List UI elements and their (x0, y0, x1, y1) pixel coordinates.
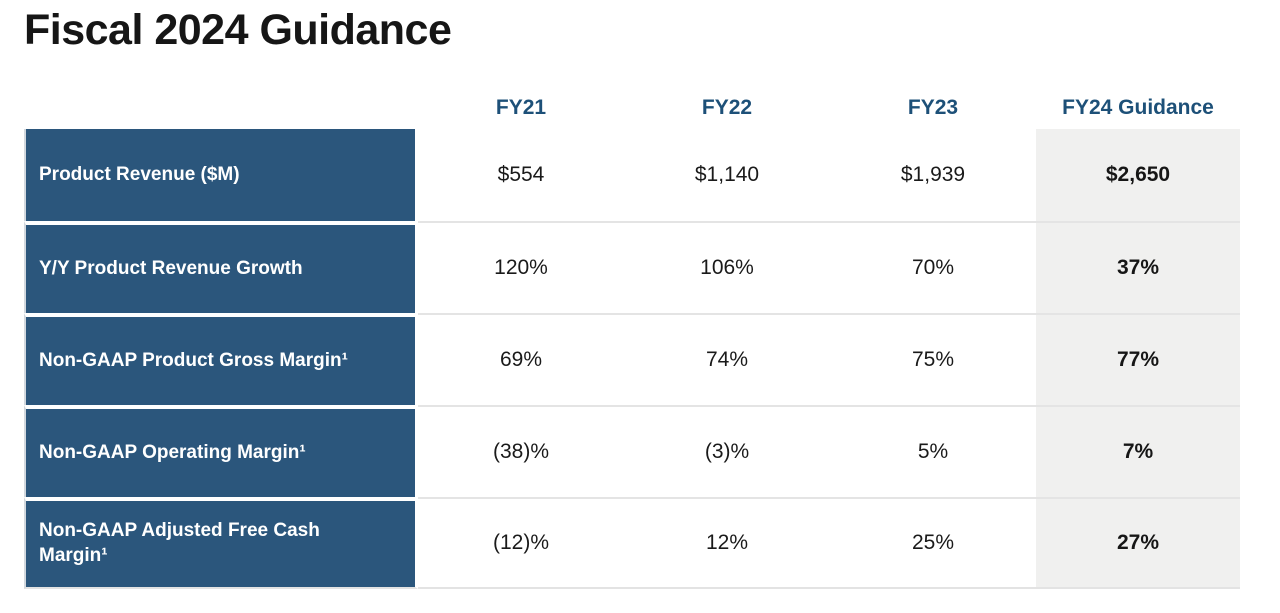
value-cell-fy21: 69% (418, 313, 624, 405)
table-row-product-revenue: Product Revenue ($M) $554 $1,140 $1,939 … (24, 129, 1240, 221)
value-cell-fy22: 12% (624, 497, 830, 589)
table-row-adjusted-free-cash-margin: Non-GAAP Adjusted Free Cash Margin¹ (12)… (24, 497, 1240, 589)
row-label: Y/Y Product Revenue Growth (24, 221, 418, 313)
table-row-operating-margin: Non-GAAP Operating Margin¹ (38)% (3)% 5%… (24, 405, 1240, 497)
column-header-fy22: FY22 (701, 96, 753, 119)
table-row-yy-revenue-growth: Y/Y Product Revenue Growth 120% 106% 70%… (24, 221, 1240, 313)
value-cell-fy21: (38)% (418, 405, 624, 497)
row-label: Product Revenue ($M) (24, 129, 418, 221)
page-title: Fiscal 2024 Guidance (24, 6, 452, 54)
value-cell-fy24-guidance: 27% (1036, 497, 1240, 589)
value-cell-fy22: $1,140 (624, 129, 830, 221)
value-cell-fy24-guidance: $2,650 (1036, 129, 1240, 221)
column-header-fy21: FY21 (495, 96, 547, 119)
value-cell-fy24-guidance: 77% (1036, 313, 1240, 405)
guidance-table: FY21 FY22 FY23 FY24 Guidance Product Rev… (24, 96, 1240, 589)
table-header-row: FY21 FY22 FY23 FY24 Guidance (24, 96, 1240, 129)
column-header-fy23: FY23 (907, 96, 959, 119)
table-row-gross-margin: Non-GAAP Product Gross Margin¹ 69% 74% 7… (24, 313, 1240, 405)
value-cell-fy23: 75% (830, 313, 1036, 405)
value-cell-fy22: 74% (624, 313, 830, 405)
column-header-spacer (24, 120, 418, 129)
value-cell-fy24-guidance: 7% (1036, 405, 1240, 497)
value-cell-fy23: 5% (830, 405, 1036, 497)
row-label: Non-GAAP Adjusted Free Cash Margin¹ (24, 497, 418, 589)
column-header-fy24-guidance: FY24 Guidance (1062, 96, 1214, 119)
value-cell-fy23: $1,939 (830, 129, 1036, 221)
value-cell-fy22: 106% (624, 221, 830, 313)
value-cell-fy21: $554 (418, 129, 624, 221)
value-cell-fy22: (3)% (624, 405, 830, 497)
value-cell-fy24-guidance: 37% (1036, 221, 1240, 313)
row-label: Non-GAAP Operating Margin¹ (24, 405, 418, 497)
value-cell-fy23: 70% (830, 221, 1036, 313)
value-cell-fy23: 25% (830, 497, 1036, 589)
row-label: Non-GAAP Product Gross Margin¹ (24, 313, 418, 405)
value-cell-fy21: 120% (418, 221, 624, 313)
value-cell-fy21: (12)% (418, 497, 624, 589)
